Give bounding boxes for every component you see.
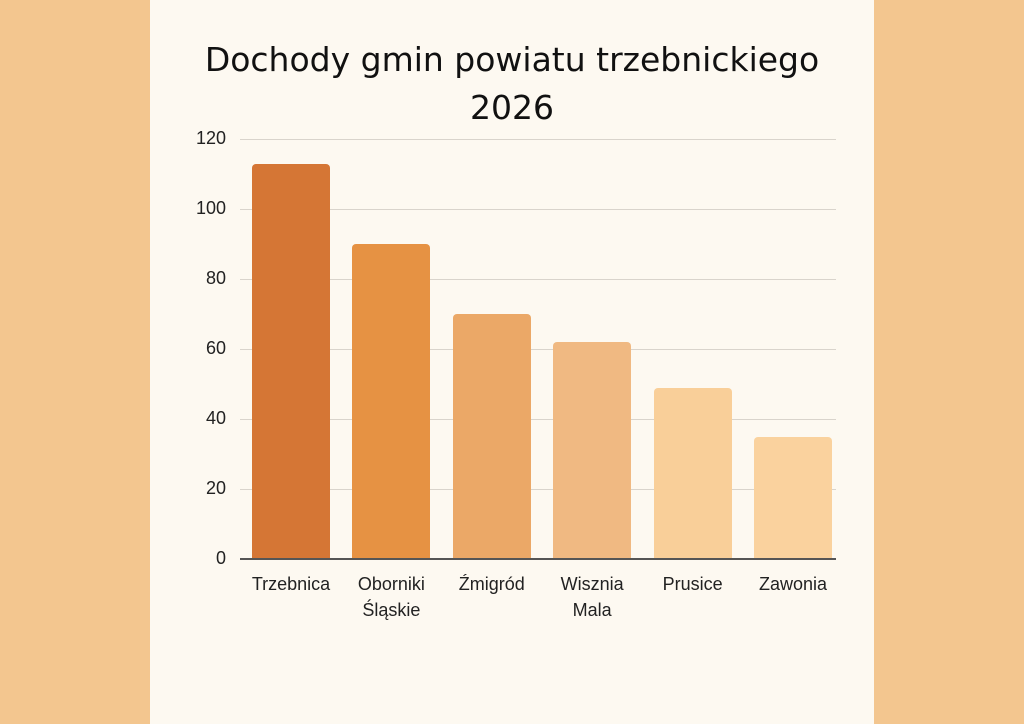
gridline <box>240 489 836 490</box>
gridline <box>240 349 836 350</box>
x-axis-line <box>240 558 836 560</box>
chart-title-line2: 2026 <box>470 88 554 127</box>
bar-prusice <box>653 387 732 559</box>
bar-źmigród <box>452 314 531 559</box>
x-axis-label: Zawonia <box>758 574 828 594</box>
chart-title-line1: Dochody gmin powiatu trzebnickiego <box>204 40 820 79</box>
bar-oborniki-śląskie <box>352 244 431 559</box>
y-tick-label: 0 <box>215 548 226 568</box>
y-tick-label: 60 <box>205 338 226 358</box>
bar-trzebnica <box>252 163 330 559</box>
x-axis-label: Prusice <box>662 574 723 594</box>
y-tick-label: 40 <box>205 408 226 428</box>
y-tick-label: 80 <box>205 268 226 288</box>
bar-zawonia <box>754 436 832 559</box>
gridline <box>240 209 836 210</box>
x-axis-label: Źmigród <box>458 574 525 594</box>
x-axis-label: Oborniki Śląskie <box>357 574 425 620</box>
gridline <box>240 279 836 280</box>
gridline <box>240 419 836 420</box>
y-tick-label: 100 <box>195 198 226 218</box>
chart-card: Dochody gmin powiatu trzebnickiego 2026 … <box>150 0 874 724</box>
y-tick-label: 20 <box>205 478 226 498</box>
bar-wisznia-mala <box>553 342 632 559</box>
chart-title: Dochody gmin powiatu trzebnickiego 2026 <box>150 36 874 132</box>
x-axis-label: Wisznia Mala <box>560 574 624 620</box>
y-tick-label: 120 <box>195 128 226 148</box>
gridline <box>240 139 836 140</box>
x-axis-label: Trzebnica <box>251 574 331 594</box>
